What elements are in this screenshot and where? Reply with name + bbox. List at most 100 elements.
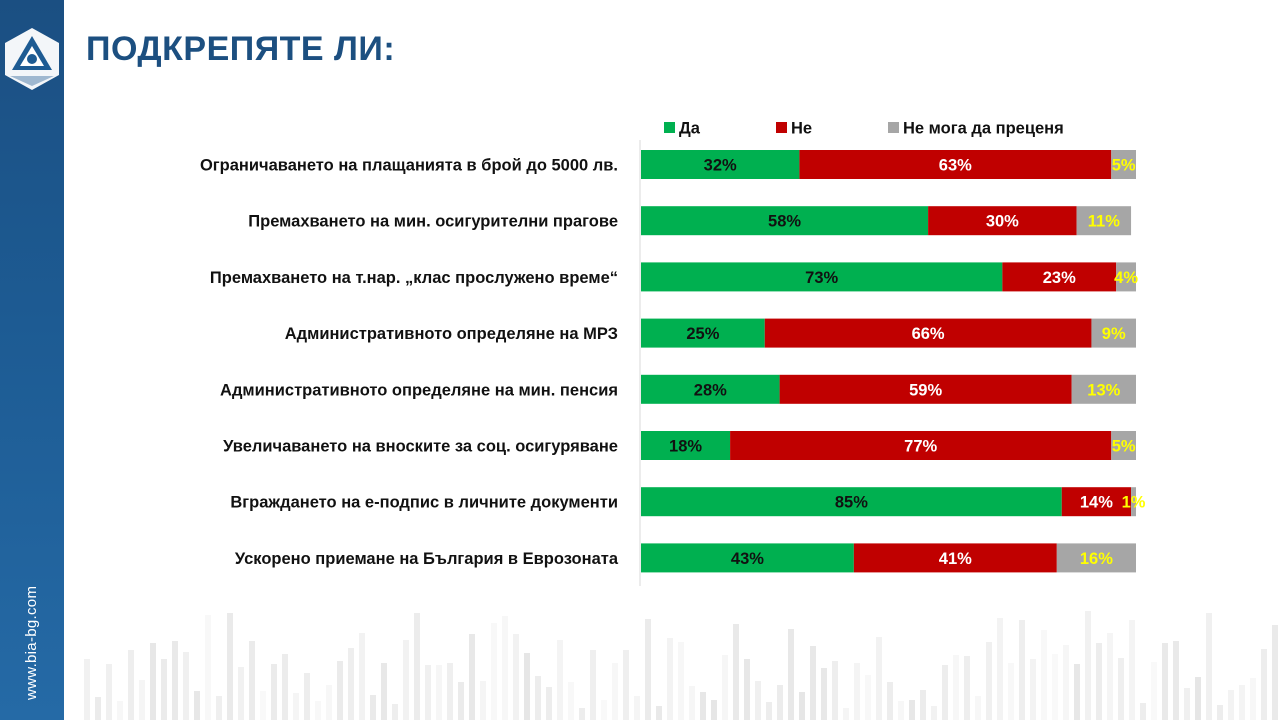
data-label-yes: 58% — [768, 213, 801, 231]
data-label-yes: 32% — [704, 157, 737, 175]
decorative-bar — [1063, 645, 1069, 720]
decorative-bar — [1107, 633, 1113, 720]
decorative-bar — [216, 696, 222, 720]
decorative-bar — [1140, 703, 1146, 720]
decorative-bar — [689, 686, 695, 720]
bar-no — [764, 318, 1092, 348]
decorative-bar — [876, 637, 882, 720]
category-label: Премахването на мин. осигурителни прагов… — [248, 213, 618, 231]
data-label-yes: 18% — [669, 438, 702, 456]
decorative-bar — [326, 685, 332, 720]
bar-no — [799, 150, 1112, 179]
decorative-bar — [315, 701, 321, 720]
decorative-bar — [271, 664, 277, 720]
decorative-bar — [128, 650, 134, 720]
bar-yes — [641, 431, 731, 460]
data-label-yes: 25% — [686, 325, 719, 343]
decorative-bar — [1085, 611, 1091, 720]
decorative-bar — [194, 691, 200, 720]
decorative-bar — [183, 652, 189, 720]
decorative-bar — [425, 665, 431, 720]
decorative-bar — [249, 641, 255, 720]
decorative-bar — [1184, 688, 1190, 720]
data-label-no: 41% — [939, 550, 972, 568]
bar-unsure — [1131, 487, 1136, 517]
data-label-no: 23% — [1043, 269, 1076, 287]
decorative-bar — [1228, 690, 1234, 720]
decorative-bar — [832, 661, 838, 720]
decorative-bar — [205, 615, 211, 720]
decorative-bar — [711, 700, 717, 720]
decorative-bar — [722, 655, 728, 720]
decorative-bar — [304, 673, 310, 720]
bar-yes — [641, 487, 1062, 517]
decorative-bar — [513, 634, 519, 720]
decorative-bar — [821, 668, 827, 720]
bar-unsure — [1056, 543, 1136, 573]
decorative-bar — [293, 693, 299, 720]
decorative-bar — [1250, 678, 1256, 720]
bar-yes — [641, 374, 780, 404]
decorative-bar — [1074, 664, 1080, 720]
decorative-bar — [1151, 662, 1157, 720]
decorative-bar — [733, 624, 739, 720]
data-label-no: 14% — [1080, 494, 1113, 512]
decorative-bar — [678, 642, 684, 720]
decorative-bar — [942, 665, 948, 720]
decorative-bar — [744, 659, 750, 720]
legend-swatch-unsure — [888, 122, 899, 133]
decorative-bar — [227, 613, 233, 720]
category-label: Вграждането на е-подпис в личните докуме… — [230, 494, 618, 512]
data-label-no: 30% — [986, 213, 1019, 231]
decorative-bar — [370, 695, 376, 720]
data-label-unsure: 11% — [1088, 213, 1120, 231]
decorative-bar — [997, 618, 1003, 720]
decorative-bar — [612, 663, 618, 720]
data-label-unsure: 13% — [1087, 381, 1120, 399]
decorative-bar — [502, 616, 508, 720]
bar-no — [1061, 487, 1132, 517]
decorative-bar — [436, 665, 442, 720]
decorative-bar — [843, 708, 849, 720]
decorative-bar — [1217, 705, 1223, 720]
bar-unsure — [1111, 150, 1136, 179]
decorative-bar — [491, 623, 497, 720]
decorative-bar — [854, 663, 860, 720]
bar-no — [1002, 262, 1117, 292]
decorative-bar — [975, 696, 981, 720]
decorative-bar — [1008, 663, 1014, 720]
decorative-bar — [799, 692, 805, 720]
data-label-yes: 28% — [694, 381, 727, 399]
bar-no — [928, 206, 1077, 236]
decorative-bar — [953, 655, 959, 720]
decorative-bar — [920, 690, 926, 720]
legend-swatch-no — [776, 122, 787, 133]
decorative-bars-background — [84, 611, 1278, 720]
bar-no — [779, 374, 1072, 404]
decorative-bar — [1030, 659, 1036, 720]
bar-no — [853, 543, 1057, 573]
decorative-bar — [898, 701, 904, 720]
decorative-bar — [469, 634, 475, 720]
category-label: Административното определяне на МРЗ — [285, 325, 618, 343]
data-label-yes: 73% — [805, 269, 838, 287]
data-label-yes: 85% — [835, 494, 868, 512]
data-label-no: 63% — [939, 157, 972, 175]
decorative-bar — [755, 681, 761, 720]
legend-swatch-yes — [664, 122, 675, 133]
decorative-bar — [546, 687, 552, 720]
data-label-unsure: 16% — [1080, 550, 1113, 568]
data-label-unsure: 1% — [1122, 494, 1146, 512]
decorative-bar — [623, 650, 629, 720]
decorative-bar — [1041, 630, 1047, 720]
decorative-bar — [282, 654, 288, 720]
bar-unsure — [1091, 318, 1136, 348]
decorative-bar — [447, 663, 453, 720]
decorative-bar — [480, 681, 486, 720]
data-label-no: 59% — [909, 381, 942, 399]
decorative-bar — [865, 675, 871, 720]
decorative-bar — [1052, 654, 1058, 720]
decorative-bar — [381, 663, 387, 720]
data-label-unsure: 5% — [1112, 157, 1136, 175]
decorative-bar — [645, 619, 651, 720]
